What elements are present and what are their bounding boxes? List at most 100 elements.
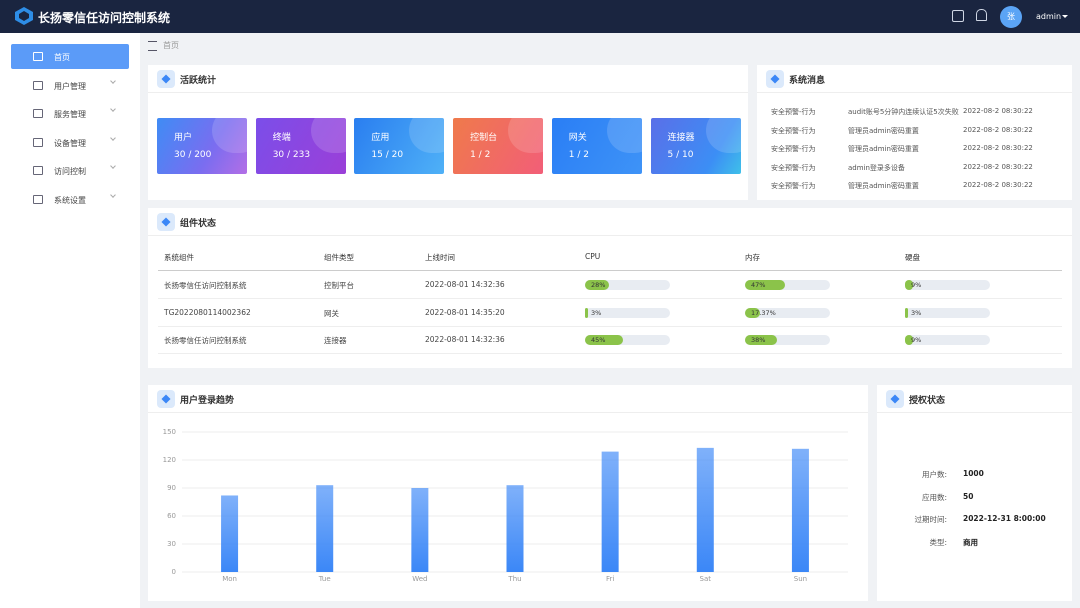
progress-bar bbox=[745, 280, 785, 290]
card-decor bbox=[508, 118, 544, 153]
card-decor bbox=[409, 118, 445, 153]
card-value: 30 / 200 bbox=[174, 150, 212, 160]
cell: 2022-08-01 14:32:36 bbox=[425, 335, 505, 344]
progress-track bbox=[745, 307, 830, 318]
message-cell: 安全预警-行为 bbox=[771, 182, 816, 190]
progress-label: 3% bbox=[591, 308, 602, 317]
y-tick-label: 30 bbox=[167, 540, 176, 548]
stat-card[interactable]: 控制台 1 / 2 bbox=[453, 118, 544, 174]
message-cell: 2022-08-2 08:30:22 bbox=[963, 144, 1033, 152]
stat-card[interactable]: 应用 15 / 20 bbox=[354, 118, 445, 174]
nav-label: 首页 bbox=[54, 53, 70, 62]
nav-item[interactable]: 设备管理 bbox=[11, 130, 129, 155]
message-cell: audit账号5分钟内连续认证5次失败 bbox=[848, 108, 959, 116]
nav-item[interactable]: 系统设置 bbox=[11, 187, 129, 212]
nav-item[interactable]: 访问控制 bbox=[11, 158, 129, 183]
license-value: 2022-12-31 8:00:00 bbox=[963, 514, 1046, 523]
bell-icon[interactable] bbox=[976, 9, 987, 21]
y-tick-label: 90 bbox=[167, 484, 176, 492]
message-cell: 2022-08-2 08:30:22 bbox=[963, 125, 1033, 134]
progress-bar bbox=[745, 307, 760, 318]
nav-icon bbox=[33, 137, 43, 147]
divider bbox=[148, 412, 868, 413]
y-tick-label: 120 bbox=[163, 456, 176, 464]
panel-icon bbox=[766, 70, 784, 88]
progress-label: 38% bbox=[751, 336, 766, 344]
panel-icon bbox=[157, 390, 175, 408]
x-tick-label: Fri bbox=[606, 575, 614, 583]
bar-chart: 0 30 60 90 120 150 Mon Tue Wed Thu Fri Sat Sun bbox=[163, 428, 848, 583]
progress-label: 45% bbox=[591, 336, 606, 344]
breadcrumb: 首页 bbox=[163, 41, 179, 50]
message-cell: 2022-08-2 08:30:22 bbox=[963, 107, 1033, 115]
avatar[interactable]: 张 bbox=[1000, 6, 1022, 28]
top-bar: 长扬零信任访问控制系统 张 admin bbox=[0, 0, 1080, 33]
panel-title: 活跃统计 bbox=[180, 76, 217, 86]
nav-icon bbox=[33, 166, 43, 175]
license-value: 1000 bbox=[963, 469, 984, 478]
panel-title: 授权状态 bbox=[909, 396, 946, 406]
nav-label: 访问控制 bbox=[54, 167, 86, 176]
progress-bar bbox=[745, 335, 778, 345]
row-rule bbox=[158, 325, 1062, 327]
message-cell: 管理员admin密码重置 bbox=[848, 126, 919, 135]
stat-card[interactable]: 终端 30 / 233 bbox=[255, 118, 346, 174]
progress-label: 3% bbox=[911, 308, 922, 317]
nav-item[interactable]: 用户管理 bbox=[11, 73, 129, 98]
cell: 网关 bbox=[324, 308, 339, 318]
nav-label: 用户管理 bbox=[54, 81, 86, 91]
progress-track bbox=[585, 307, 670, 318]
card-value: 5 / 10 bbox=[667, 150, 694, 160]
panel-title: 组件状态 bbox=[180, 219, 217, 229]
nav-item[interactable]: 服务管理 bbox=[11, 101, 129, 126]
bar bbox=[696, 447, 714, 572]
header-rule bbox=[158, 270, 1062, 271]
card-decor bbox=[310, 118, 346, 153]
caret bbox=[1062, 15, 1068, 21]
column-header: 内存 bbox=[745, 253, 760, 262]
column-header: 组件类型 bbox=[324, 253, 354, 262]
user-menu[interactable]: admin bbox=[1036, 12, 1062, 21]
y-tick-label: 150 bbox=[163, 428, 176, 436]
message-cell: 2022-08-2 08:30:22 bbox=[963, 181, 1033, 189]
license-value: 商用 bbox=[963, 537, 978, 547]
cell: 2022-08-01 14:32:36 bbox=[425, 280, 505, 289]
nav-chevron bbox=[110, 134, 116, 141]
progress-label: 28% bbox=[591, 281, 606, 289]
menu-toggle[interactable] bbox=[148, 41, 157, 51]
column-header: 系统组件 bbox=[164, 253, 194, 262]
stat-card[interactable]: 用户 30 / 200 bbox=[157, 118, 247, 174]
nav-item[interactable]: 首页 bbox=[11, 44, 129, 69]
bar bbox=[316, 485, 334, 572]
x-tick-label: Sat bbox=[700, 575, 712, 583]
message-cell: 管理员admin密码重置 bbox=[848, 145, 919, 153]
message-cell: admin登录多设备 bbox=[848, 163, 905, 172]
bar bbox=[506, 485, 524, 572]
message-cell: 管理员admin密码重置 bbox=[848, 182, 919, 190]
panel-icon bbox=[157, 70, 175, 88]
export-icon[interactable] bbox=[952, 10, 964, 22]
progress-label: 9% bbox=[911, 336, 922, 344]
cell: 2022-08-01 14:35:20 bbox=[425, 307, 505, 317]
progress-bar bbox=[585, 335, 624, 345]
card-label: 网关 bbox=[568, 133, 587, 143]
progress-track bbox=[905, 280, 990, 290]
nav-label: 设备管理 bbox=[54, 138, 86, 148]
license-value: 50 bbox=[963, 491, 974, 501]
progress-label: 9% bbox=[911, 281, 922, 289]
progress-bar bbox=[905, 307, 908, 318]
progress-bar bbox=[905, 335, 913, 345]
divider bbox=[148, 235, 1072, 236]
card-value: 1 / 2 bbox=[470, 150, 491, 160]
license-key: 过期时间: bbox=[914, 515, 947, 524]
progress-track bbox=[745, 280, 830, 290]
y-tick-label: 0 bbox=[172, 568, 176, 576]
stat-card[interactable]: 网关 1 / 2 bbox=[551, 118, 642, 174]
license-panel: 授权状态 用户数: 1000 应用数: 50 过期时间: 2022-12-31 8:00:… bbox=[877, 385, 1072, 601]
x-tick-label: Tue bbox=[318, 575, 331, 583]
stat-card[interactable]: 连接器 5 / 10 bbox=[650, 118, 741, 174]
cell: 控制平台 bbox=[324, 281, 354, 290]
message-cell: 2022-08-2 08:30:22 bbox=[963, 162, 1033, 171]
messages-panel: 系统消息 安全预警-行为 audit账号5分钟内连续认证5次失败 2022-08-2… bbox=[757, 65, 1072, 200]
